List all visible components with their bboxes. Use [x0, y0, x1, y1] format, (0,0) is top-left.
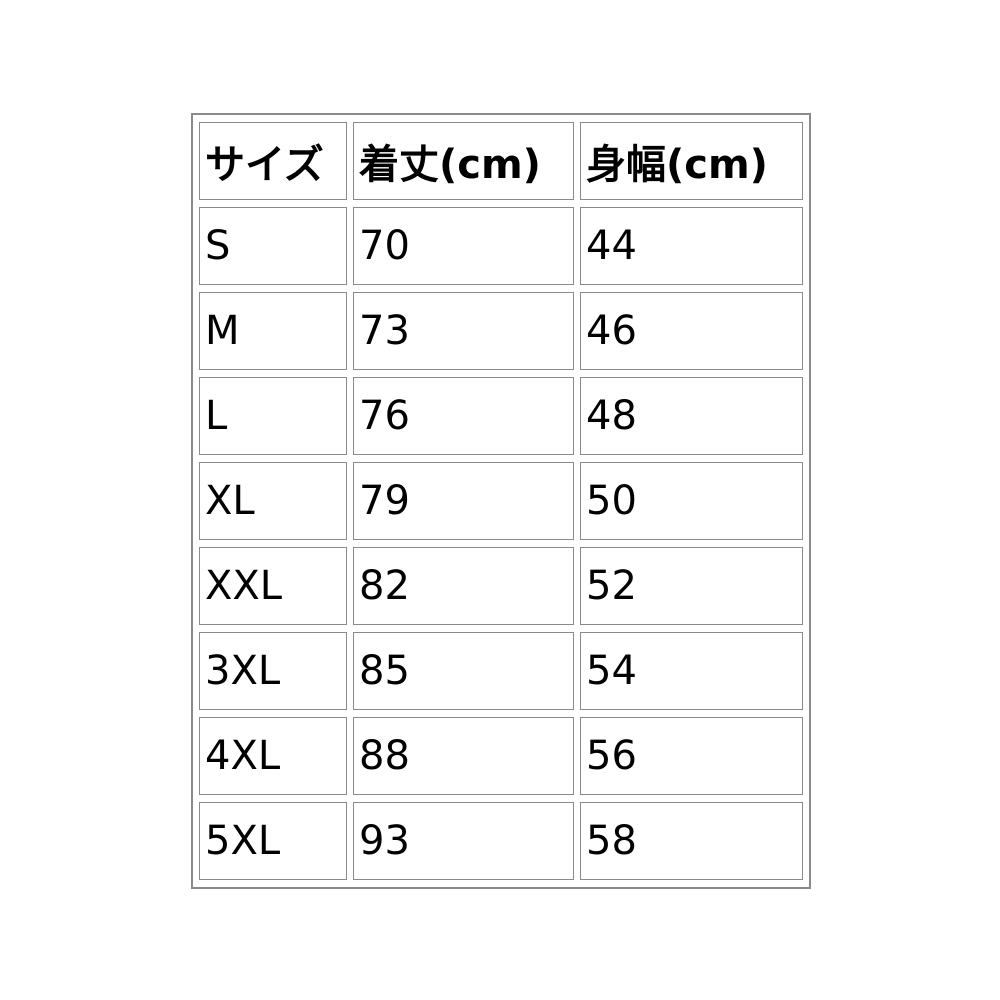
table-cell: 54 [580, 632, 803, 710]
table-cell: XL [199, 462, 347, 540]
table-cell: 44 [580, 207, 803, 285]
table-cell: 76 [353, 377, 574, 455]
header-row: サイズ 着丈(cm) 身幅(cm) [199, 122, 803, 200]
table-cell: 5XL [199, 802, 347, 880]
table-cell: 4XL [199, 717, 347, 795]
table-cell: 82 [353, 547, 574, 625]
table-cell: 48 [580, 377, 803, 455]
table-row: 4XL 88 56 [199, 717, 803, 795]
table-cell: 93 [353, 802, 574, 880]
table-cell: XXL [199, 547, 347, 625]
table-row: S 70 44 [199, 207, 803, 285]
table-cell: L [199, 377, 347, 455]
size-table: サイズ 着丈(cm) 身幅(cm) S 70 44 M 73 46 L 76 48 XL 79 50 XXL… [191, 113, 811, 889]
table-row: 3XL 85 54 [199, 632, 803, 710]
header-cell: 身幅(cm) [580, 122, 803, 200]
table-cell: 46 [580, 292, 803, 370]
table-cell: M [199, 292, 347, 370]
table-cell: S [199, 207, 347, 285]
table-cell: 70 [353, 207, 574, 285]
table-cell: 3XL [199, 632, 347, 710]
table-cell: 56 [580, 717, 803, 795]
table-row: L 76 48 [199, 377, 803, 455]
header-cell: サイズ [199, 122, 347, 200]
table-cell: 88 [353, 717, 574, 795]
table-cell: 58 [580, 802, 803, 880]
table-cell: 73 [353, 292, 574, 370]
table-row: 5XL 93 58 [199, 802, 803, 880]
table-row: XL 79 50 [199, 462, 803, 540]
table-row: XXL 82 52 [199, 547, 803, 625]
table-cell: 52 [580, 547, 803, 625]
header-cell: 着丈(cm) [353, 122, 574, 200]
table-cell: 50 [580, 462, 803, 540]
table-row: M 73 46 [199, 292, 803, 370]
table-cell: 79 [353, 462, 574, 540]
table-cell: 85 [353, 632, 574, 710]
